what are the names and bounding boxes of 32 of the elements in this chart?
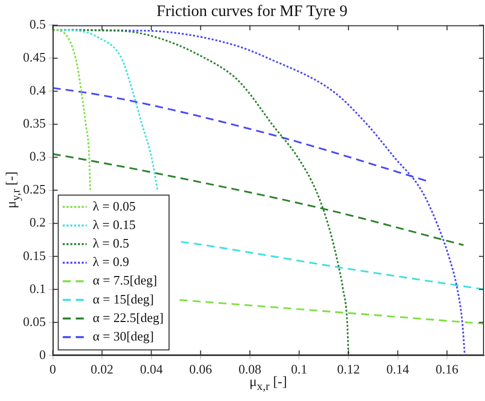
legend-label: α = 15[deg] bbox=[92, 291, 154, 306]
x-tick-label: 0.08 bbox=[238, 362, 262, 377]
x-tick-label: 0.02 bbox=[90, 362, 114, 377]
legend-label: λ = 0.5 bbox=[92, 236, 130, 251]
x-tick-label: 0.1 bbox=[291, 362, 308, 377]
legend-label: α = 30[deg] bbox=[92, 328, 154, 344]
x-tick-label: 0.14 bbox=[386, 362, 410, 377]
legend-label: λ = 0.15 bbox=[92, 216, 136, 232]
y-tick-label: 0.4 bbox=[30, 82, 46, 98]
line-series bbox=[52, 28, 92, 192]
y-tick-label: 0.25 bbox=[23, 182, 46, 197]
line-series bbox=[180, 240, 484, 290]
x-tick-label: 0.04 bbox=[140, 362, 164, 377]
y-tick-label: 0.1 bbox=[30, 280, 46, 296]
legend-label: λ = 0.9 bbox=[92, 254, 130, 270]
chart-title: Friction curves for MF Tyre 9 bbox=[156, 2, 348, 20]
y-tick-label: 0.5 bbox=[30, 16, 46, 32]
y-tick-label: 0.3 bbox=[30, 148, 46, 164]
x-tick-label: 0.06 bbox=[189, 362, 212, 377]
y-tick-label: 0.45 bbox=[23, 50, 46, 65]
x-tick-label: 0.16 bbox=[436, 362, 459, 377]
y-tick-label: 0.2 bbox=[30, 214, 46, 230]
y-tick-label: 0 bbox=[39, 346, 46, 362]
legend-label: λ = 0.05 bbox=[92, 198, 136, 214]
y-tick-label: 0.15 bbox=[23, 248, 46, 263]
y-tick-label: 0.35 bbox=[23, 116, 46, 131]
x-axis-title: μ$_{x,r}$ [-] bbox=[249, 375, 288, 394]
x-tick-label: 0 bbox=[50, 362, 56, 377]
legend-label: α = 22.5[deg] bbox=[92, 310, 164, 325]
x-tick-label: 0.12 bbox=[337, 362, 360, 377]
legend-label: α = 7.5[deg] bbox=[92, 272, 158, 288]
y-tick-label: 0.05 bbox=[23, 314, 46, 329]
